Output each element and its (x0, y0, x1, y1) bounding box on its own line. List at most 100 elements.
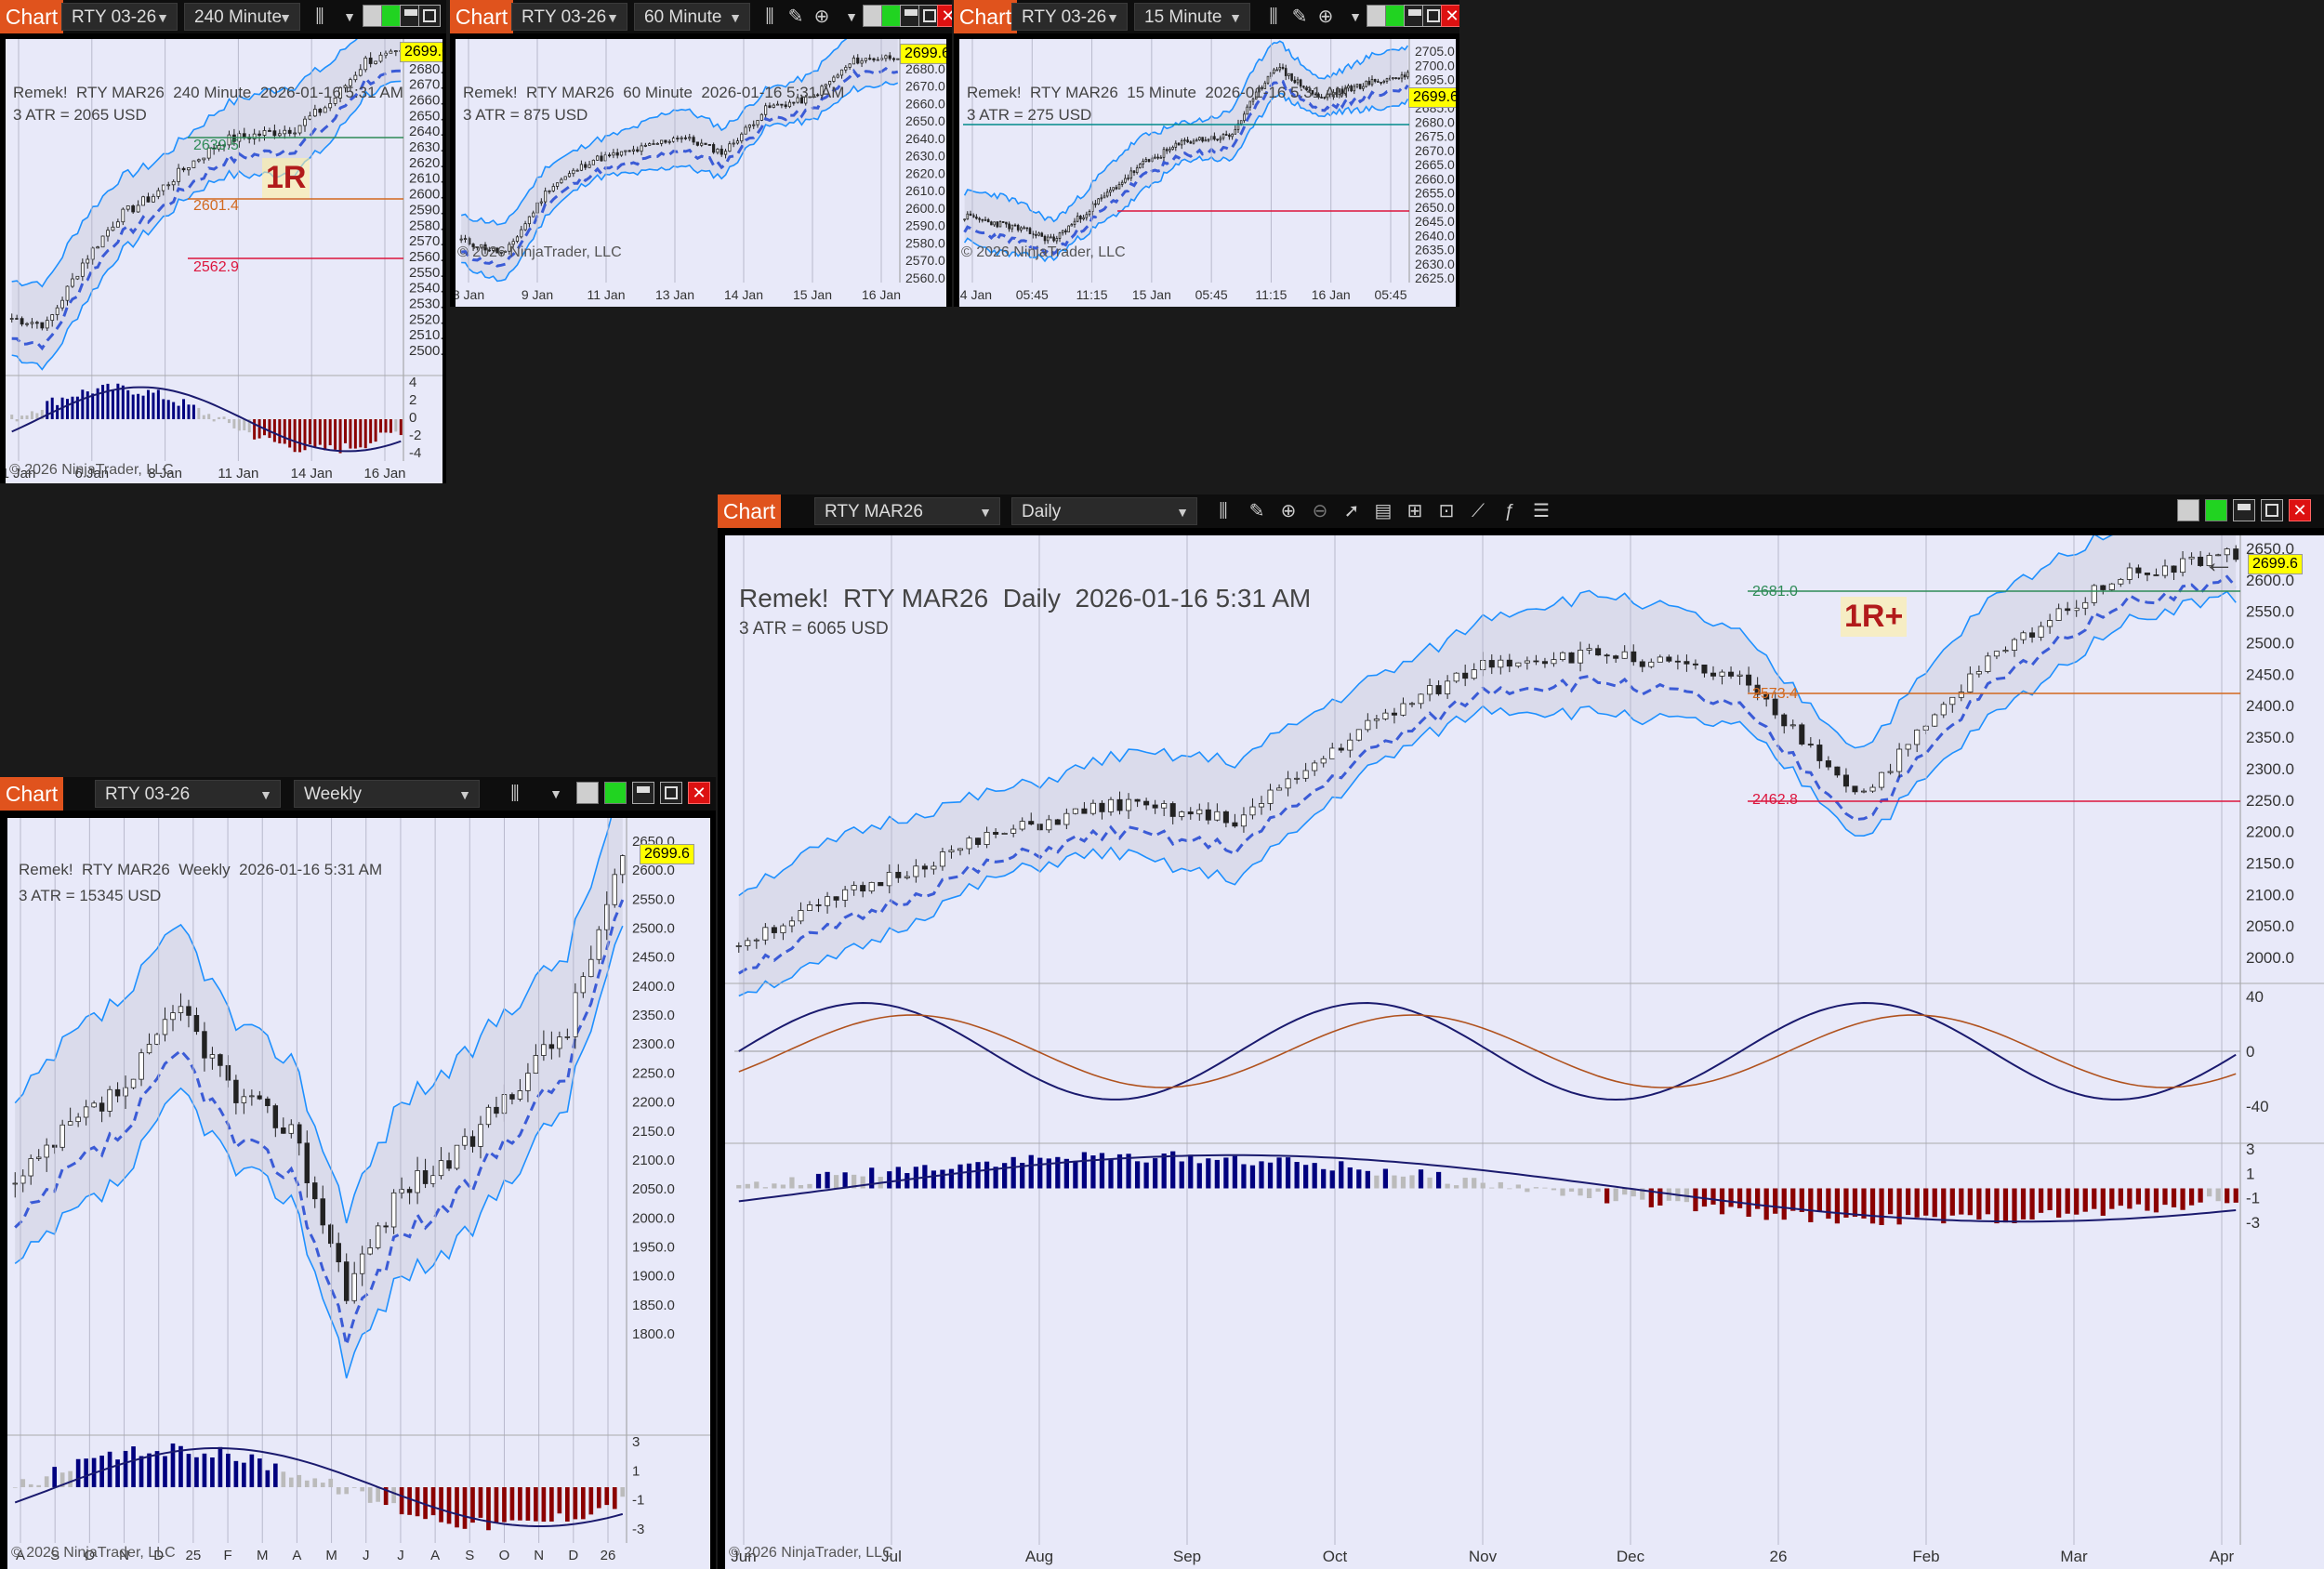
pointer-icon[interactable]: ➚ (1343, 501, 1360, 521)
candle (177, 167, 180, 182)
candle (1050, 236, 1052, 239)
maximize-button[interactable] (2261, 499, 2283, 521)
timeframe-selector[interactable]: Daily ▼ (1011, 497, 1197, 525)
candle (1144, 159, 1148, 162)
candle (2038, 626, 2044, 638)
maximize-button[interactable] (660, 782, 682, 804)
instrument-selector[interactable]: RTY 03-26 ▼ (511, 3, 627, 31)
minimize-button[interactable] (632, 782, 654, 804)
timeframe-selector[interactable]: 15 Minute ▼ (1134, 3, 1250, 31)
link-green-button[interactable] (2205, 499, 2227, 521)
zoom-in-icon[interactable]: ⊕ (813, 7, 830, 27)
close-button[interactable]: ✕ (1441, 5, 1459, 27)
level-label-red: 2462.8 (1752, 792, 1798, 808)
window-option-button[interactable] (2177, 499, 2199, 521)
x-axis-tick-label: Oct (1323, 1548, 1348, 1565)
instrument-selector[interactable]: RTY 03-26 ▼ (95, 780, 281, 808)
strategy-icon[interactable]: ⟋ (1472, 501, 1485, 521)
candle (716, 148, 720, 153)
histogram-bar (25, 415, 29, 419)
zoom-in-icon[interactable]: ⊕ (1280, 501, 1297, 521)
chart-menu-button[interactable]: Chart (718, 494, 781, 528)
histogram-bar (948, 1168, 955, 1189)
histogram-bar (1108, 1159, 1114, 1189)
oscillator-tick-label: 2 (409, 392, 416, 408)
bar-type-icon[interactable]: ⫼ (1269, 7, 1278, 27)
maximize-button[interactable] (418, 5, 441, 27)
dropdown-arrow-icon[interactable]: ▼ (1349, 9, 1362, 24)
window-option-button[interactable] (576, 782, 599, 804)
y-axis-tick-label: 2600.0 (905, 201, 945, 216)
candle (65, 285, 70, 301)
candle (328, 103, 333, 109)
candle (1180, 140, 1183, 146)
toolbar: Chart RTY 03-26 ▼ Weekly ▼ ⫼ ▼ ✕ (0, 777, 716, 811)
candle (993, 832, 999, 835)
timeframe-selector[interactable]: 240 Minute ▼ (184, 3, 300, 31)
close-button[interactable]: ✕ (937, 5, 952, 27)
histogram-bar (212, 419, 216, 422)
candle (1427, 685, 1433, 695)
zoom-out-icon[interactable]: ⊖ (1312, 501, 1328, 521)
pencil-icon[interactable]: ✎ (1291, 7, 1308, 27)
timeframe-selector[interactable]: Weekly ▼ (294, 780, 480, 808)
dropdown-arrow-icon[interactable]: ▼ (549, 786, 562, 801)
chart-plot-area[interactable]: 2650.0 2600.0 2550.0 2500.0 2450.0 2400.0 2350… (7, 818, 710, 1569)
histogram-bar (518, 1487, 522, 1521)
close-button[interactable]: ✕ (2289, 499, 2311, 521)
indicators-icon[interactable]: ƒ (1504, 501, 1515, 521)
bar-type-icon[interactable]: ⫼ (315, 7, 324, 27)
histogram-bar (580, 1487, 586, 1520)
x-axis-tick-label: J (397, 1548, 404, 1563)
instrument-selector[interactable]: RTY MAR26 ▼ (814, 497, 1000, 525)
candle (438, 1160, 444, 1177)
timeframe-selector[interactable]: 60 Minute ▼ (634, 3, 750, 31)
chart-menu-button[interactable]: Chart (0, 0, 63, 33)
histogram-bar (116, 383, 120, 419)
candle (1445, 680, 1451, 694)
candle (1967, 673, 1974, 692)
candle (358, 69, 363, 76)
pencil-icon[interactable]: ✎ (787, 7, 804, 27)
chart-window-60min: Chart RTY 03-26 ▼ 60 Minute ▼ ⫼ ✎ ⊕ ▼ ✕ 26… (450, 0, 952, 307)
x-axis-tick-label: 13 Jan (655, 287, 694, 302)
chart-plot-area[interactable]: 2705.02700.02695.02690.02685.02680.02675… (959, 39, 1456, 307)
bar-type-icon[interactable]: ⫼ (510, 784, 520, 804)
candle (1205, 809, 1211, 821)
chart-menu-button[interactable]: Chart (450, 0, 513, 33)
list-icon[interactable]: ☰ (1533, 501, 1550, 521)
screenshot-icon[interactable]: ⊡ (1438, 501, 1455, 521)
pencil-icon[interactable]: ✎ (1248, 501, 1265, 521)
histogram-bar (131, 394, 135, 419)
dropdown-arrow-icon[interactable]: ▼ (343, 9, 356, 24)
chart-plot-area[interactable]: 2650.0 2600.0 2550.0 2500.0 2450.0 2400.0 2350… (725, 535, 2324, 1569)
chart-menu-button[interactable]: Chart (954, 0, 1017, 33)
histogram-bar (232, 419, 236, 429)
minimize-button[interactable] (2233, 499, 2255, 521)
dropdown-arrow-icon[interactable]: ▼ (845, 9, 858, 24)
histogram-bar (620, 1487, 626, 1497)
histogram-bar (20, 1479, 26, 1487)
close-button[interactable]: ✕ (688, 782, 710, 804)
candle (1189, 141, 1193, 144)
back-arrow-icon[interactable]: ← (2203, 545, 2235, 580)
zoom-in-icon[interactable]: ⊕ (1317, 7, 1334, 27)
histogram-bar (139, 1456, 144, 1487)
histogram-bar (1303, 1165, 1309, 1189)
chart-plot-area[interactable]: 2690.02680.02670.02660.02650.02640.02630… (6, 39, 442, 483)
atr-label: 3 ATR = 2065 USD (13, 106, 147, 124)
bar-type-icon[interactable]: ⫼ (765, 7, 774, 27)
properties-icon[interactable]: ⊞ (1406, 501, 1423, 521)
bar-type-icon[interactable]: ⫼ (1219, 501, 1228, 521)
link-green-button[interactable] (604, 782, 627, 804)
candle (1377, 81, 1380, 83)
chart-menu-button[interactable]: Chart (0, 777, 63, 811)
instrument-selector[interactable]: RTY 03-26 ▼ (61, 3, 178, 31)
histogram-bar (1170, 1151, 1176, 1189)
data-box-icon[interactable]: ▤ (1374, 501, 1393, 521)
candle (59, 1124, 65, 1148)
instrument-selector[interactable]: RTY 03-26 ▼ (1011, 3, 1128, 31)
candle (1088, 211, 1091, 216)
chart-plot-area[interactable]: 2690.02680.02670.02660.02650.02640.02630… (456, 39, 946, 307)
candle (1267, 789, 1274, 804)
